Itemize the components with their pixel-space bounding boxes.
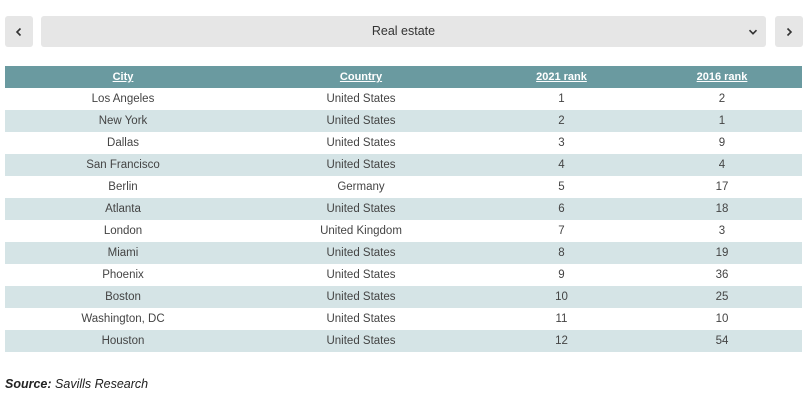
cell-city: New York (5, 110, 241, 132)
cell-2021-rank: 2 (481, 110, 642, 132)
cell-2021-rank: 10 (481, 286, 642, 308)
cell-city: Berlin (5, 176, 241, 198)
cell-city: Washington, DC (5, 308, 241, 330)
source-text: Savills Research (55, 377, 149, 391)
chevron-down-icon (748, 29, 758, 35)
cell-country: United States (241, 132, 481, 154)
cell-2016-rank: 1 (642, 110, 802, 132)
cell-country: Germany (241, 176, 481, 198)
cell-city: Miami (5, 242, 241, 264)
cell-country: United States (241, 330, 481, 352)
column-header-city[interactable]: City (5, 66, 241, 88)
cell-2021-rank: 3 (481, 132, 642, 154)
table-row: Miami United States 8 19 (5, 242, 802, 264)
cell-2021-rank: 12 (481, 330, 642, 352)
cell-country: United States (241, 242, 481, 264)
cell-country: United States (241, 264, 481, 286)
column-header-2016-rank[interactable]: 2016 rank (642, 66, 802, 88)
cell-2016-rank: 19 (642, 242, 802, 264)
ranking-table: City Country 2021 rank 2016 rank Los Ang… (5, 66, 802, 352)
table-row: Washington, DC United States 11 10 (5, 308, 802, 330)
cell-2016-rank: 18 (642, 198, 802, 220)
cell-city: Houston (5, 330, 241, 352)
previous-button[interactable] (5, 16, 33, 47)
table-row: New York United States 2 1 (5, 110, 802, 132)
table-row: London United Kingdom 7 3 (5, 220, 802, 242)
cell-country: United Kingdom (241, 220, 481, 242)
cell-2021-rank: 1 (481, 88, 642, 110)
table-row: Atlanta United States 6 18 (5, 198, 802, 220)
cell-2016-rank: 25 (642, 286, 802, 308)
cell-city: Phoenix (5, 264, 241, 286)
cell-2021-rank: 11 (481, 308, 642, 330)
cell-2016-rank: 9 (642, 132, 802, 154)
cell-2021-rank: 9 (481, 264, 642, 286)
table-row: Dallas United States 3 9 (5, 132, 802, 154)
cell-2021-rank: 4 (481, 154, 642, 176)
table-row: Phoenix United States 9 36 (5, 264, 802, 286)
cell-city: San Francisco (5, 154, 241, 176)
table-row: Houston United States 12 54 (5, 330, 802, 352)
source-label: Source: (5, 377, 52, 391)
cell-2016-rank: 36 (642, 264, 802, 286)
cell-2021-rank: 8 (481, 242, 642, 264)
cell-2021-rank: 5 (481, 176, 642, 198)
table-row: San Francisco United States 4 4 (5, 154, 802, 176)
source-note: Source: Savills Research (5, 377, 148, 391)
cell-country: United States (241, 154, 481, 176)
category-dropdown-value: Real estate (371, 24, 436, 38)
next-button[interactable] (775, 16, 803, 47)
cell-2016-rank: 2 (642, 88, 802, 110)
cell-city: Atlanta (5, 198, 241, 220)
column-header-country[interactable]: Country (241, 66, 481, 88)
table-header-row: City Country 2021 rank 2016 rank (5, 66, 802, 88)
cell-city: Dallas (5, 132, 241, 154)
chevron-left-icon (15, 27, 22, 36)
table-row: Los Angeles United States 1 2 (5, 88, 802, 110)
cell-country: United States (241, 286, 481, 308)
cell-country: United States (241, 88, 481, 110)
chevron-right-icon (786, 27, 793, 36)
cell-city: Los Angeles (5, 88, 241, 110)
cell-2016-rank: 17 (642, 176, 802, 198)
category-dropdown[interactable]: Real estate (41, 16, 766, 47)
cell-2016-rank: 54 (642, 330, 802, 352)
cell-2016-rank: 3 (642, 220, 802, 242)
table-row: Berlin Germany 5 17 (5, 176, 802, 198)
table-row: Boston United States 10 25 (5, 286, 802, 308)
cell-city: Boston (5, 286, 241, 308)
cell-country: United States (241, 308, 481, 330)
cell-2016-rank: 10 (642, 308, 802, 330)
column-header-2021-rank[interactable]: 2021 rank (481, 66, 642, 88)
cell-2016-rank: 4 (642, 154, 802, 176)
cell-city: London (5, 220, 241, 242)
cell-2021-rank: 7 (481, 220, 642, 242)
cell-country: United States (241, 198, 481, 220)
cell-country: United States (241, 110, 481, 132)
cell-2021-rank: 6 (481, 198, 642, 220)
